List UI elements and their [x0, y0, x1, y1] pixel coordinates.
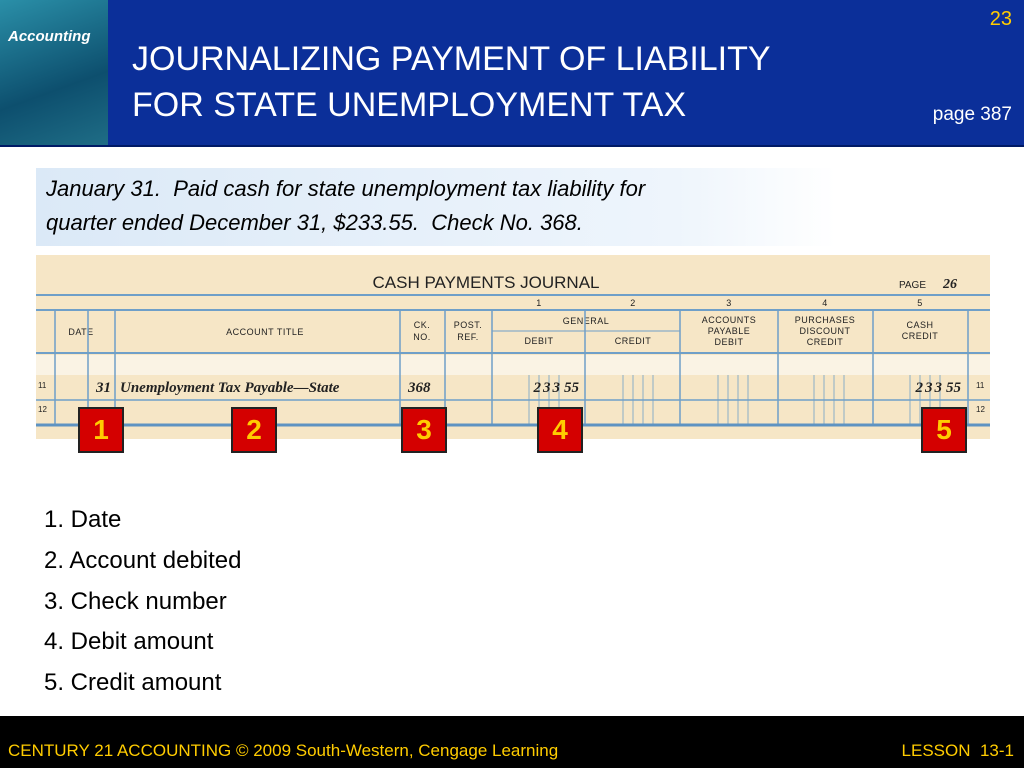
- header-pd: DISCOUNT: [800, 326, 851, 336]
- header-account-title: ACCOUNT TITLE: [226, 327, 304, 337]
- header-ap: DEBIT: [714, 337, 743, 347]
- header-credit: CREDIT: [615, 336, 652, 346]
- column-number: 5: [917, 298, 923, 308]
- step: 4. Debit amount: [44, 628, 214, 655]
- header-post: REF.: [457, 332, 479, 342]
- header-bar: [0, 0, 1024, 147]
- header-ap: PAYABLE: [708, 326, 751, 336]
- header-ck: CK.: [414, 320, 431, 330]
- cover-title: Accounting: [8, 28, 91, 45]
- step: 1. Date: [44, 506, 122, 533]
- row-number: 11: [38, 381, 47, 390]
- header-post: POST.: [454, 320, 483, 330]
- transaction-line: January 31. Paid cash for state unemploy…: [46, 176, 646, 201]
- callout: 1: [78, 407, 124, 453]
- transaction-line: quarter ended December 31, $233.55. Chec…: [46, 210, 583, 235]
- row-number: 12: [38, 405, 47, 414]
- step: 3. Check number: [44, 588, 227, 615]
- page-reference: page 387: [932, 104, 1012, 125]
- entry-credit-dollars: 233: [915, 380, 945, 396]
- header-general: GENERAL: [563, 316, 610, 326]
- column-number: 3: [726, 298, 732, 308]
- journal-paper: [36, 255, 990, 439]
- callout: 3: [401, 407, 447, 453]
- title-line: JOURNALIZING PAYMENT OF LIABILITY: [132, 40, 771, 78]
- column-number: 2: [630, 298, 636, 308]
- callout: 4: [537, 407, 583, 453]
- header-debit: DEBIT: [524, 336, 553, 346]
- entry-credit-cents: 55: [946, 380, 962, 396]
- column-number: 1: [536, 298, 542, 308]
- step: 5. Credit amount: [44, 669, 222, 696]
- entry-check: 368: [407, 380, 431, 396]
- header-cash: CASH: [906, 320, 933, 330]
- journal-gap: [36, 355, 990, 375]
- header-ap: ACCOUNTS: [702, 315, 757, 325]
- page-number: 26: [942, 277, 957, 292]
- footer-right: LESSON 13-1: [901, 741, 1014, 760]
- entry-debit-cents: 55: [564, 380, 580, 396]
- header-pd: PURCHASES: [795, 315, 856, 325]
- title-line: FOR STATE UNEMPLOYMENT TAX: [132, 86, 687, 124]
- row-number: 12: [976, 405, 985, 414]
- journal: CASH PAYMENTS JOURNAL PAGE 26 1 2 3 4 5 …: [36, 255, 990, 439]
- footer-bar: [0, 716, 1024, 768]
- journal-title: CASH PAYMENTS JOURNAL: [372, 273, 599, 292]
- header-cash: CREDIT: [902, 331, 939, 341]
- callout: 5: [921, 407, 967, 453]
- entry-day: 31: [95, 380, 111, 396]
- column-number: 4: [822, 298, 828, 308]
- entry-debit-dollars: 233: [533, 380, 563, 396]
- slide-number: 23: [989, 8, 1012, 30]
- header-date: DATE: [68, 327, 93, 337]
- step: 2. Account debited: [44, 547, 242, 574]
- transaction-box: January 31. Paid cash for state unemploy…: [36, 168, 836, 246]
- header-ck: NO.: [413, 332, 431, 342]
- callout: 2: [231, 407, 277, 453]
- entry-account: Unemployment Tax Payable—State: [120, 380, 340, 396]
- book-cover: [0, 0, 108, 145]
- page-label: PAGE: [899, 280, 926, 291]
- footer-left: CENTURY 21 ACCOUNTING © 2009 South-Weste…: [8, 741, 559, 760]
- row-number: 11: [976, 381, 985, 390]
- header-pd: CREDIT: [807, 337, 844, 347]
